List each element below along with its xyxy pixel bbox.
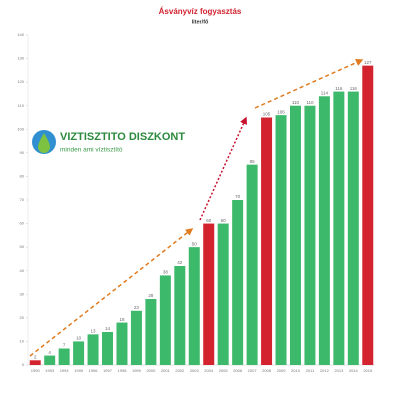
value-label: 116 xyxy=(335,86,343,91)
bar xyxy=(58,348,70,365)
value-label: 28 xyxy=(148,293,154,298)
x-tick-label: 2013 xyxy=(334,368,344,373)
y-tick-label: 50 xyxy=(20,244,25,249)
chart-subtitle: liter/fő xyxy=(192,19,209,25)
trend-arrow xyxy=(29,228,194,357)
plot: 0 10 20 30 40 50 60 70 80 90 100 110 120 130 140 1990 2 1… xyxy=(17,32,375,373)
bar xyxy=(217,223,229,365)
x-tick-label: 2005 xyxy=(219,368,229,373)
bar xyxy=(29,360,41,365)
bar xyxy=(362,65,374,366)
x-tick-label: 2011 xyxy=(306,368,315,373)
value-label: 7 xyxy=(63,343,66,348)
x-tick-label: 1995 xyxy=(74,368,84,373)
logo-drop xyxy=(38,133,50,153)
x-tick-label: 2012 xyxy=(320,368,330,373)
x-tick-label: 2008 xyxy=(262,368,272,373)
bar xyxy=(73,341,85,365)
y-tick-label: 80 xyxy=(20,173,25,178)
value-label: 60 xyxy=(206,218,212,223)
x-tick-label: 1990 xyxy=(31,368,41,373)
value-label: 105 xyxy=(263,112,271,117)
x-tick-label: 2003 xyxy=(190,368,200,373)
value-label: 14 xyxy=(105,326,111,331)
bar xyxy=(275,115,287,366)
x-tick-label: 2014 xyxy=(349,368,359,373)
y-tick-label: 10 xyxy=(20,338,25,343)
x-tick-label: 2000 xyxy=(146,368,156,373)
y-tick-label: 90 xyxy=(20,150,25,155)
bar xyxy=(289,105,301,365)
y-tick-label: 20 xyxy=(20,315,25,320)
bar xyxy=(246,164,258,365)
x-tick-label: 1994 xyxy=(60,368,70,373)
value-label: 2 xyxy=(34,354,37,359)
x-tick-label: 2006 xyxy=(233,368,243,373)
value-label: 4 xyxy=(48,350,51,355)
value-label: 23 xyxy=(134,305,140,310)
value-label: 116 xyxy=(350,86,358,91)
bar xyxy=(116,322,128,365)
bar xyxy=(44,355,56,365)
value-label: 13 xyxy=(91,329,97,334)
y-tick-label: 40 xyxy=(20,268,25,273)
bar xyxy=(188,247,200,365)
bar xyxy=(145,299,157,365)
bar xyxy=(232,200,244,365)
y-tick-label: 0 xyxy=(22,362,25,367)
value-label: 42 xyxy=(177,260,183,265)
value-label: 50 xyxy=(192,241,198,246)
value-label: 110 xyxy=(306,100,314,105)
value-label: 114 xyxy=(321,90,329,95)
value-label: 18 xyxy=(119,317,125,322)
value-label: 10 xyxy=(76,336,82,341)
x-tick-label: 2010 xyxy=(291,368,301,373)
x-tick-label: 2004 xyxy=(204,368,214,373)
value-label: 85 xyxy=(250,159,256,164)
bar xyxy=(174,266,186,365)
trend-arrow xyxy=(199,116,247,221)
value-label: 38 xyxy=(163,270,169,275)
bar xyxy=(102,332,114,365)
y-tick-label: 130 xyxy=(17,56,24,61)
logo: VIZTISZTITO DISZKONT minden ami víztiszt… xyxy=(32,130,185,154)
x-tick-label: 2001 xyxy=(161,368,171,373)
x-tick-label: 1993 xyxy=(45,368,55,373)
value-label: 110 xyxy=(292,100,300,105)
x-tick-label: 1999 xyxy=(132,368,142,373)
y-tick-label: 100 xyxy=(17,126,24,131)
bar xyxy=(261,117,273,365)
x-tick-label: 2015 xyxy=(363,368,373,373)
bar xyxy=(159,275,171,365)
value-label: 127 xyxy=(364,60,372,65)
bar xyxy=(304,105,316,365)
bar xyxy=(347,91,359,366)
logo-name: VIZTISZTITO DISZKONT xyxy=(60,131,185,143)
bar xyxy=(318,96,330,366)
x-tick-label: 2002 xyxy=(175,368,185,373)
chart-title: Ásványvíz fogyasztás xyxy=(159,7,242,16)
x-tick-label: 2007 xyxy=(248,368,258,373)
bar xyxy=(130,310,142,365)
y-tick-label: 70 xyxy=(20,197,25,202)
x-tick-label: 2009 xyxy=(277,368,287,373)
logo-tagline: minden ami víztisztító xyxy=(60,147,123,154)
y-tick-label: 60 xyxy=(20,221,25,226)
value-label: 70 xyxy=(235,194,241,199)
y-tick-label: 30 xyxy=(20,291,25,296)
bar xyxy=(203,223,215,365)
trend-arrow xyxy=(254,59,364,109)
x-tick-label: 1997 xyxy=(103,368,113,373)
x-tick-label: 1998 xyxy=(118,368,128,373)
y-tick-label: 120 xyxy=(17,79,24,84)
value-label: 106 xyxy=(277,109,285,114)
bar xyxy=(333,91,345,366)
value-label: 60 xyxy=(221,218,227,223)
y-tick-label: 110 xyxy=(18,103,25,108)
bar xyxy=(87,334,99,365)
y-tick-label: 140 xyxy=(17,32,24,37)
x-tick-label: 1996 xyxy=(89,368,99,373)
